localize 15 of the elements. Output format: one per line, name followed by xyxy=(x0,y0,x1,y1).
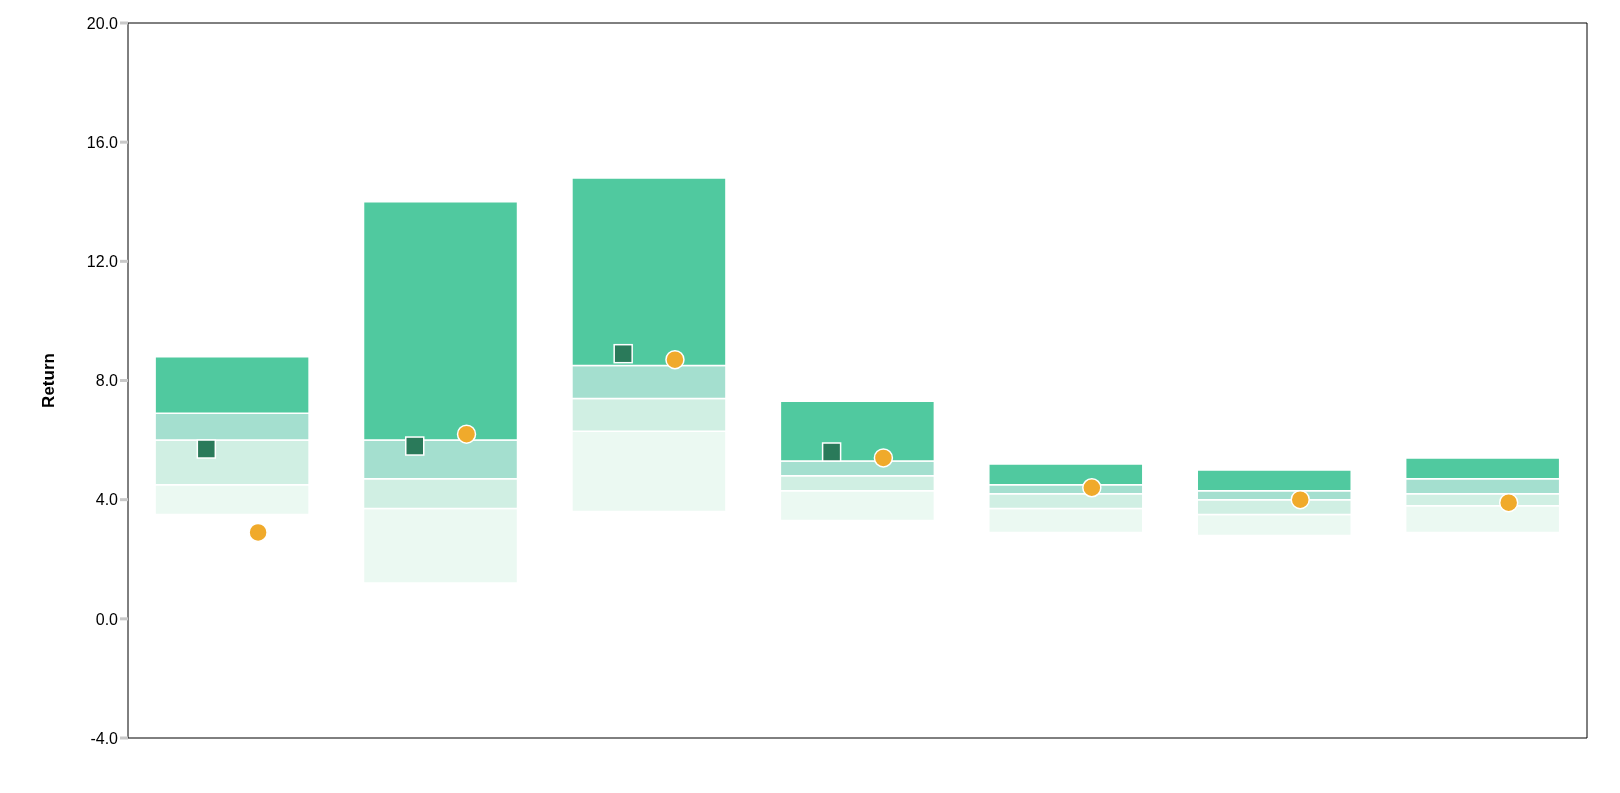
point xyxy=(456,424,477,444)
y-tick-label: 0.0 xyxy=(95,610,119,628)
point xyxy=(665,349,685,370)
y-tick-label: 8.0 xyxy=(95,372,119,390)
point xyxy=(1082,478,1102,498)
point xyxy=(1290,489,1310,510)
y-tick-label: 12.0 xyxy=(86,253,119,271)
point xyxy=(873,448,894,468)
point xyxy=(248,522,268,543)
y-tick-label: 20.0 xyxy=(86,14,119,32)
y-tick-label: -4.0 xyxy=(90,729,119,747)
y-axis-title: Return xyxy=(39,353,59,408)
point xyxy=(1498,492,1519,513)
y-tick-label: 4.0 xyxy=(95,491,119,509)
y-tick-label: 16.0 xyxy=(86,133,119,151)
